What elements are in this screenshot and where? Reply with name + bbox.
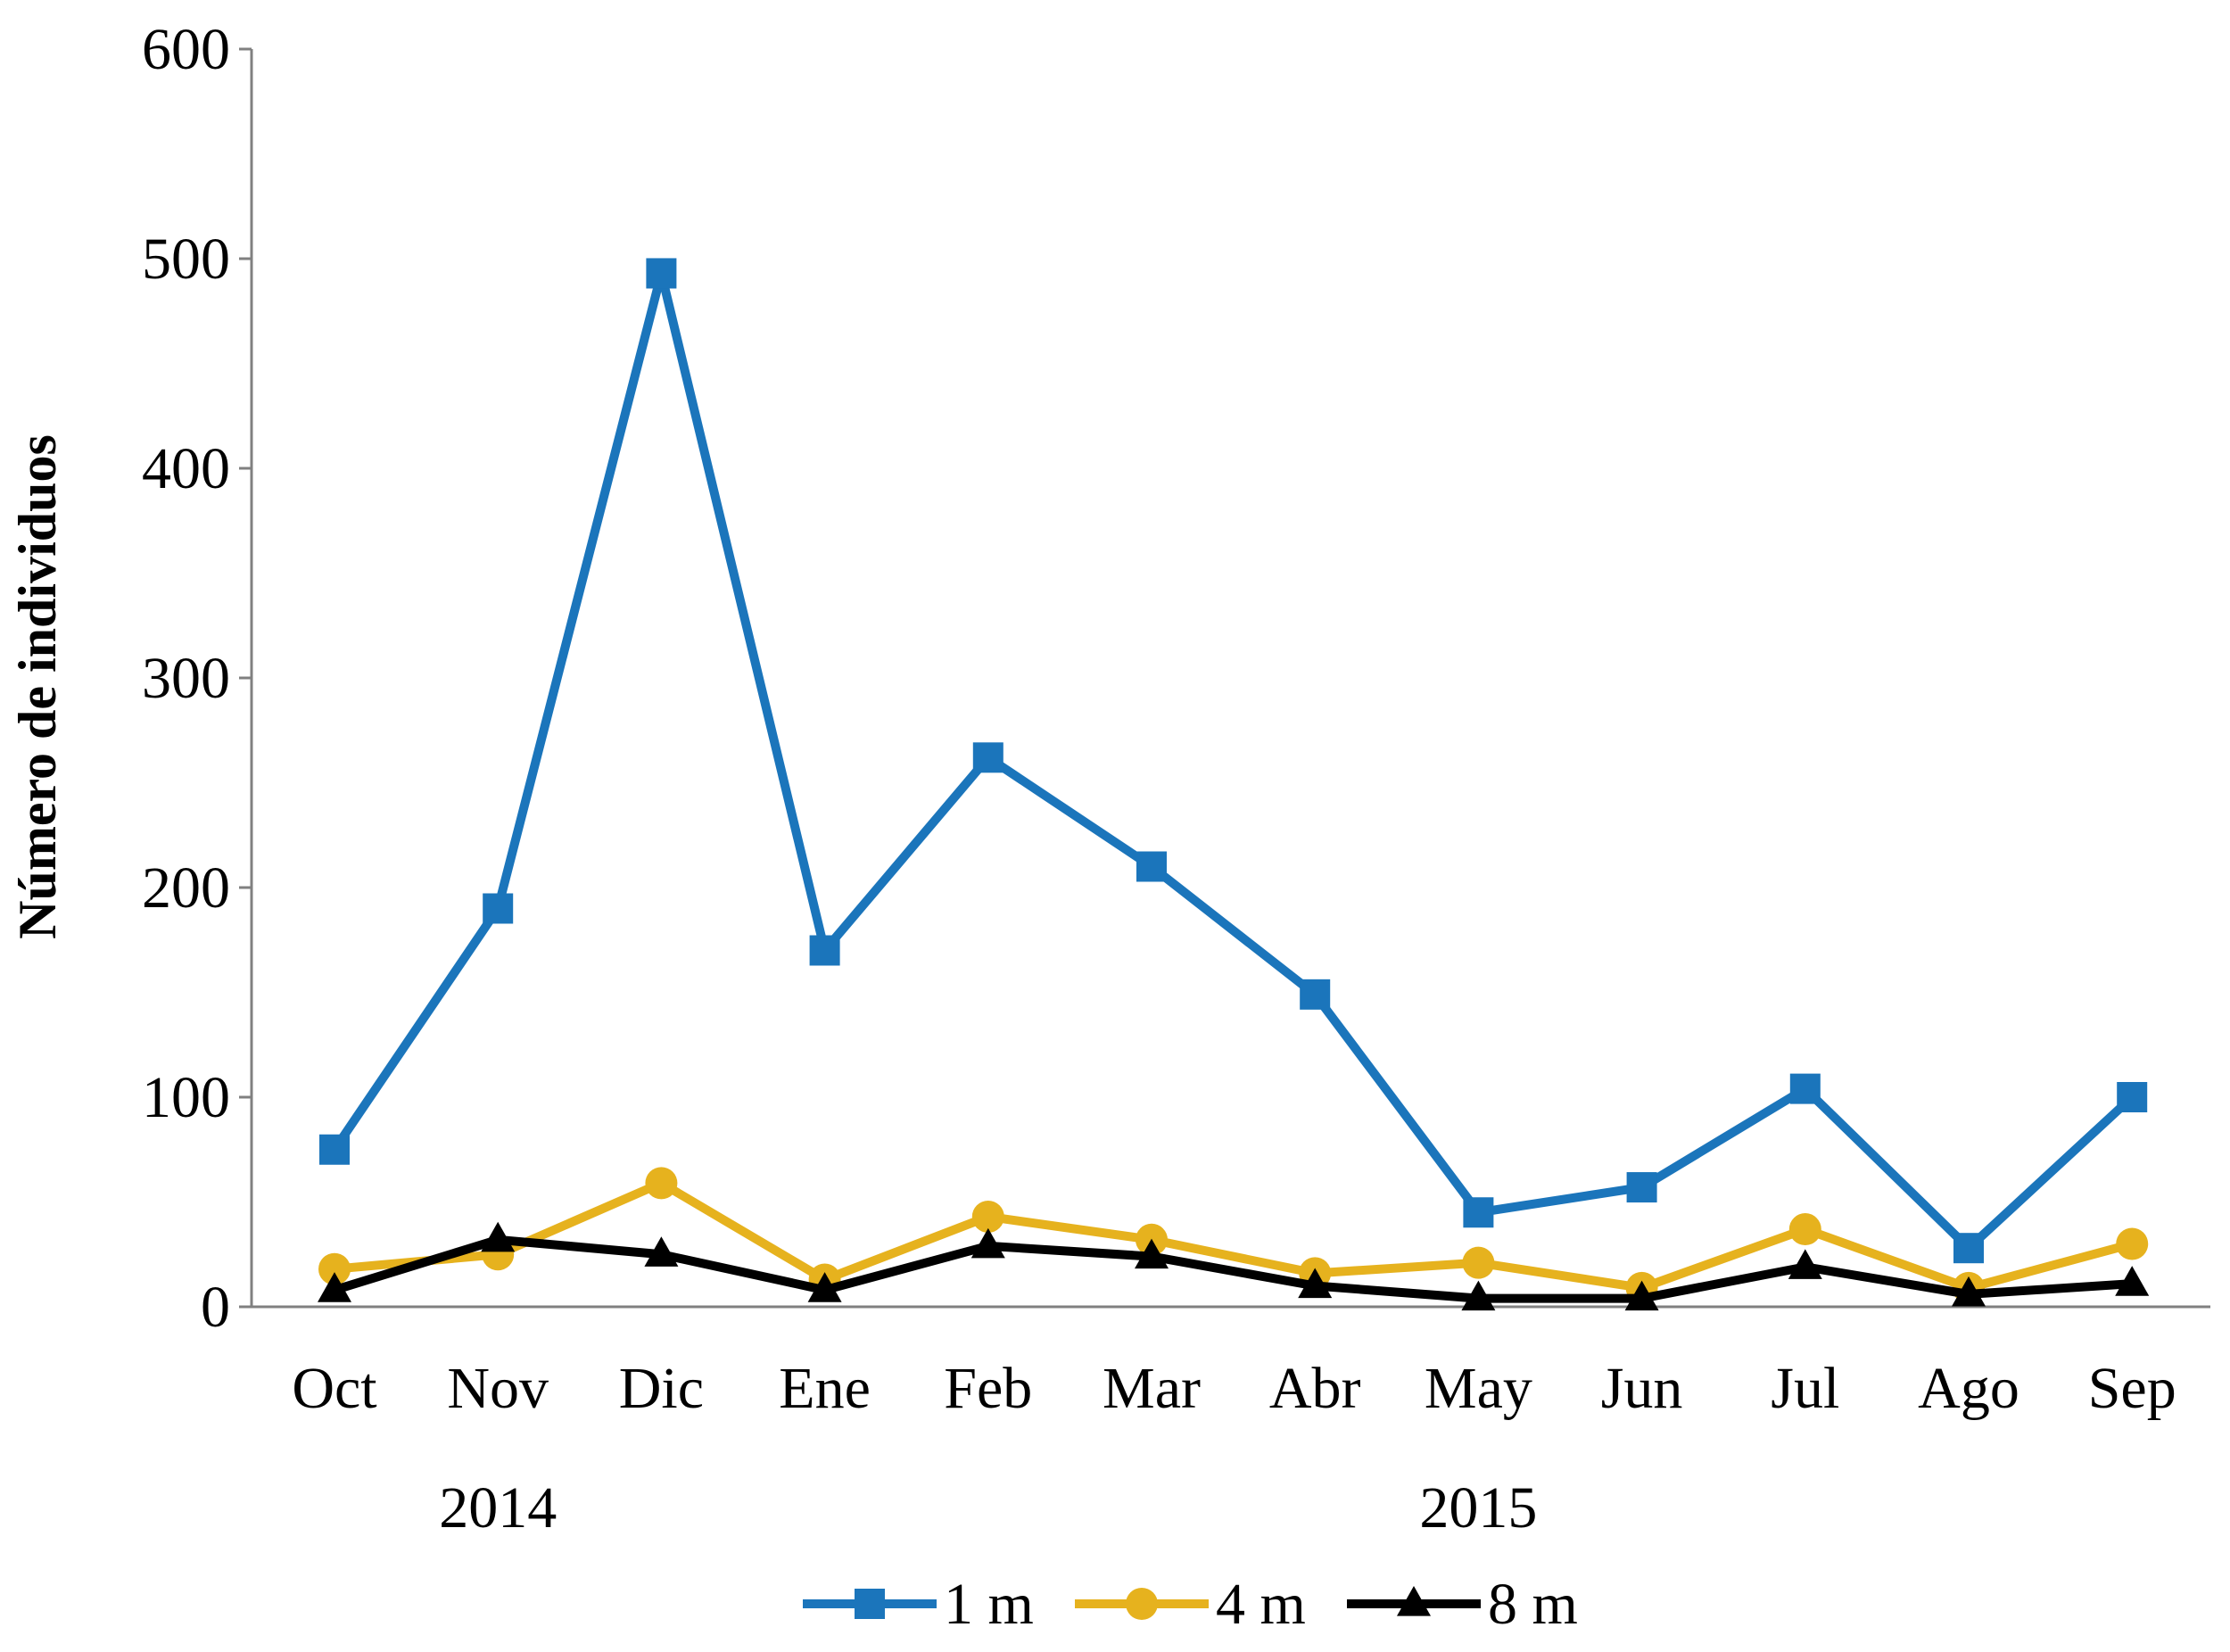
series-line-4-m <box>334 1178 2134 1293</box>
point-1-m-jun <box>1626 1172 1657 1203</box>
point-4-m-feb <box>971 1200 1004 1233</box>
point-1-m-sep <box>2117 1082 2148 1112</box>
legend-label-4-m: 4 m <box>1216 1572 1306 1637</box>
point-4-m-may <box>1462 1246 1495 1279</box>
y-tick-label-200: 200 <box>142 855 230 921</box>
axes <box>250 49 2210 1309</box>
point-8-m-abr <box>1298 1268 1333 1299</box>
x-tick-label-ago: Ago <box>1918 1356 2019 1421</box>
x-tick-label-abr: Abr <box>1269 1356 1361 1421</box>
series-line-8-m <box>333 1235 2133 1303</box>
y-tick-label-0: 0 <box>201 1275 230 1340</box>
y-tick-label-300: 300 <box>142 646 230 711</box>
point-1-m-may <box>1463 1197 1494 1228</box>
legend-marker-8-m <box>1397 1585 1431 1616</box>
y-tick-label-600: 600 <box>142 17 230 82</box>
series-8-m <box>318 1221 2150 1311</box>
year-labels: 2014 2015 <box>439 1475 1537 1540</box>
point-1-m-feb <box>972 742 1004 773</box>
point-8-m-sep <box>2115 1266 2150 1296</box>
x-tick-label-jun: Jun <box>1601 1356 1683 1421</box>
x-tick-label-dic: Dic <box>619 1356 704 1421</box>
point-1-m-nov <box>483 893 514 924</box>
x-tick-label-feb: Feb <box>944 1356 1032 1421</box>
legend-item-4-m: 4 m <box>1075 1572 1306 1637</box>
series-group <box>318 258 2150 1311</box>
point-1-m-jul <box>1789 1073 1821 1104</box>
point-8-m-nov <box>481 1221 516 1252</box>
y-axis-label: Número de individuos <box>8 434 67 939</box>
point-8-m-jun <box>1624 1280 1659 1311</box>
point-8-m-ago <box>1952 1276 1986 1307</box>
x-tick-label-ene: Ene <box>779 1356 871 1421</box>
y-tick-label-100: 100 <box>142 1065 230 1130</box>
legend-item-8-m: 8 m <box>1347 1572 1578 1637</box>
point-4-m-oct <box>318 1252 351 1285</box>
point-8-m-jul <box>1788 1249 1822 1279</box>
legend-label-8-m: 8 m <box>1488 1572 1578 1637</box>
point-4-m-dic <box>645 1167 678 1200</box>
x-tick-label-mar: Mar <box>1103 1356 1201 1421</box>
y-tick-label-400: 400 <box>142 436 230 501</box>
series-1-m <box>319 258 2148 1264</box>
point-8-m-mar <box>1135 1238 1169 1269</box>
legend-label-1-m: 1 m <box>944 1572 1034 1637</box>
y-tick-label-500: 500 <box>142 227 230 292</box>
series-4-m <box>318 1167 2149 1304</box>
x-tick-label-oct: Oct <box>292 1356 376 1421</box>
x-tick-label-sep: Sep <box>2088 1356 2176 1421</box>
point-1-m-abr <box>1300 979 1331 1010</box>
point-1-m-dic <box>646 258 677 289</box>
legend-marker-1-m <box>855 1589 885 1619</box>
series-line-1-m <box>330 268 2135 1253</box>
point-4-m-jul <box>1788 1213 1821 1246</box>
point-4-m-sep <box>2116 1227 2149 1260</box>
legend-item-1-m: 1 m <box>803 1572 1034 1637</box>
point-1-m-mar <box>1136 851 1167 882</box>
x-tick-label-may: May <box>1425 1356 1532 1421</box>
point-8-m-ene <box>807 1272 842 1302</box>
point-8-m-oct <box>318 1272 351 1302</box>
point-1-m-ago <box>1953 1233 1984 1264</box>
year-label-2014: 2014 <box>439 1475 557 1540</box>
x-ticks: Oct Nov Dic Ene Feb Mar Abr May Jun Jul Ago Sep <box>292 1356 2176 1421</box>
legend: 1 m 4 m 8 m <box>803 1572 1578 1637</box>
legend-marker-4-m <box>1126 1588 1158 1620</box>
point-1-m-ene <box>809 935 840 966</box>
point-1-m-oct <box>319 1134 350 1165</box>
point-8-m-may <box>1461 1280 1496 1311</box>
year-label-2015: 2015 <box>1419 1475 1537 1540</box>
x-tick-label-jul: Jul <box>1771 1356 1839 1421</box>
y-ticks: 0 100 200 300 400 500 600 <box>142 17 252 1340</box>
point-8-m-dic <box>644 1236 679 1267</box>
x-tick-label-nov: Nov <box>447 1356 549 1421</box>
point-8-m-feb <box>970 1227 1005 1259</box>
